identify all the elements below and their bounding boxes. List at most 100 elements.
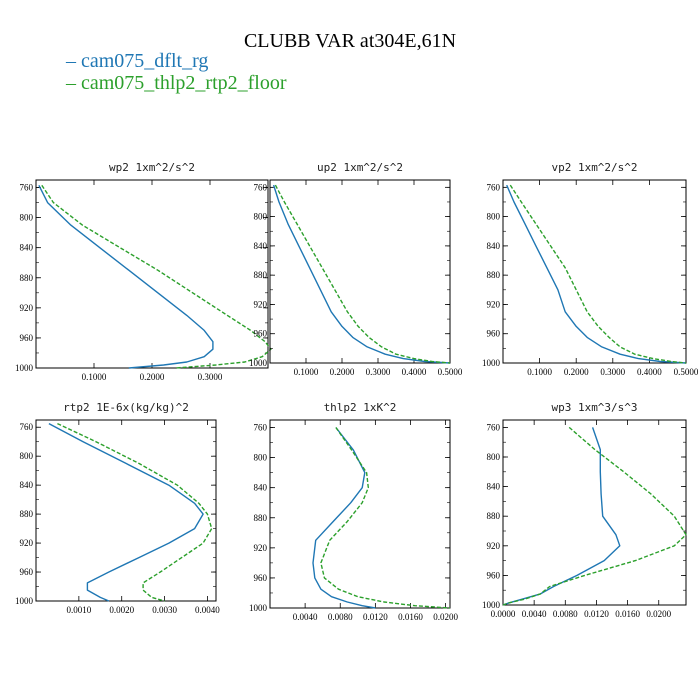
x-tick-label: 0.0020 <box>109 605 134 615</box>
y-tick-label: 800 <box>254 453 268 463</box>
y-tick-label: 920 <box>20 538 34 548</box>
legend-label: cam075_thlp2_rtp2_floor <box>81 72 287 94</box>
plot-frame <box>35 179 269 369</box>
y-tick-label: 920 <box>487 299 501 309</box>
y-tick-label: 960 <box>254 573 268 583</box>
y-tick-label: 960 <box>20 333 34 343</box>
y-tick-label: 920 <box>254 543 268 553</box>
x-tick-label: 0.4000 <box>402 367 427 377</box>
series-line-dflt <box>506 184 687 364</box>
y-tick-label: 840 <box>20 480 34 490</box>
y-tick-label: 800 <box>20 213 34 223</box>
y-tick-label: 880 <box>20 509 34 519</box>
panel-title: wp3 1xm^3/s^3 <box>551 401 637 414</box>
series-line-floor <box>320 427 451 609</box>
series-line-floor <box>41 184 272 369</box>
legend-entry-dflt: – cam075_dflt_rg <box>66 50 208 73</box>
x-tick-label: 0.0200 <box>433 612 458 622</box>
y-tick-label: 840 <box>254 483 268 493</box>
y-tick-label: 960 <box>487 329 501 339</box>
y-tick-label: 800 <box>487 452 501 462</box>
series-line-dflt <box>48 422 204 602</box>
plot-frame <box>502 419 687 606</box>
y-tick-label: 760 <box>254 182 268 192</box>
x-tick-label: 0.0000 <box>491 609 516 619</box>
y-tick-label: 760 <box>487 422 501 432</box>
y-tick-label: 760 <box>20 422 34 432</box>
x-tick-label: 0.0160 <box>615 609 640 619</box>
y-tick-label: 920 <box>20 303 34 313</box>
legend-entry-floor: – cam075_thlp2_rtp2_floor <box>66 72 287 95</box>
y-tick-label: 840 <box>254 241 268 251</box>
y-tick-label: 800 <box>254 212 268 222</box>
plot-frame <box>269 419 451 609</box>
y-tick-label: 880 <box>487 511 501 521</box>
legend-label: cam075_dflt_rg <box>81 50 209 72</box>
x-tick-label: 0.0200 <box>646 609 671 619</box>
panel-title: rtp2 1E-6x(kg/kg)^2 <box>63 401 189 414</box>
x-tick-label: 0.0040 <box>522 609 547 619</box>
series-line-dflt <box>272 184 451 364</box>
panel-title: wp2 1xm^2/s^2 <box>109 161 195 174</box>
y-tick-label: 960 <box>254 329 268 339</box>
y-tick-label: 760 <box>487 182 501 192</box>
x-tick-label: 0.2000 <box>564 367 589 377</box>
x-tick-label: 0.3000 <box>366 367 391 377</box>
y-tick-label: 1000 <box>15 596 34 606</box>
series-line-dflt <box>38 184 214 369</box>
y-tick-label: 920 <box>254 299 268 309</box>
y-tick-label: 800 <box>20 451 34 461</box>
y-tick-label: 960 <box>20 567 34 577</box>
series-line-floor <box>57 422 213 602</box>
y-tick-label: 1000 <box>482 600 501 610</box>
series-line-floor <box>274 184 451 364</box>
panel-6: wp3 1xm^3/s^3 760 800 840 880 920 960 10000.000… <box>482 401 687 619</box>
y-tick-label: 840 <box>487 241 501 251</box>
x-tick-label: 0.0120 <box>363 612 388 622</box>
y-tick-label: 1000 <box>482 358 501 368</box>
y-tick-label: 880 <box>20 273 34 283</box>
series-line-dflt <box>502 427 621 606</box>
y-tick-label: 800 <box>487 212 501 222</box>
y-tick-label: 880 <box>254 513 268 523</box>
x-tick-label: 0.5000 <box>674 367 699 377</box>
x-tick-label: 0.1000 <box>294 367 319 377</box>
panel-title: vp2 1xm^2/s^2 <box>551 161 637 174</box>
x-tick-label: 0.0040 <box>195 605 220 615</box>
x-tick-label: 0.0030 <box>152 605 177 615</box>
panel-4: rtp2 1E-6x(kg/kg)^2 760 800 840 880 920 960 100… <box>15 401 220 615</box>
x-tick-label: 0.0080 <box>553 609 578 619</box>
panel-2: up2 1xm^2/s^2 760 800 840 880 920 960 1000 0.100… <box>249 161 463 377</box>
x-tick-label: 0.0160 <box>398 612 423 622</box>
panel-1: wp2 1xm^2/s^2 760 800 840 880 920 960 1000 0.100… <box>15 161 272 382</box>
x-tick-label: 0.5000 <box>438 367 463 377</box>
x-tick-label: 0.2000 <box>140 372 165 382</box>
legend-dash: – <box>66 50 81 72</box>
plot-frame <box>269 179 451 364</box>
series-line-floor <box>509 184 687 364</box>
series-line-floor <box>502 426 687 606</box>
x-tick-label: 0.3000 <box>198 372 223 382</box>
plot-frame <box>35 419 217 602</box>
x-tick-label: 0.3000 <box>600 367 625 377</box>
panel-title: thlp2 1xK^2 <box>324 401 397 414</box>
x-tick-label: 0.2000 <box>330 367 355 377</box>
x-tick-label: 0.0040 <box>293 612 318 622</box>
y-tick-label: 880 <box>254 270 268 280</box>
panel-5: thlp2 1xK^2 760 800 840 880 920 960 1000 0.0040 0… <box>249 401 458 622</box>
series-line-dflt <box>312 427 376 609</box>
x-tick-label: 0.1000 <box>82 372 107 382</box>
y-tick-label: 960 <box>487 570 501 580</box>
plot-frame <box>502 179 687 364</box>
x-tick-label: 0.4000 <box>637 367 662 377</box>
x-tick-label: 0.0120 <box>584 609 609 619</box>
panel-title: up2 1xm^2/s^2 <box>317 161 403 174</box>
y-tick-label: 760 <box>20 183 34 193</box>
y-tick-label: 920 <box>487 541 501 551</box>
y-tick-label: 760 <box>254 423 268 433</box>
x-tick-label: 0.0080 <box>328 612 353 622</box>
y-tick-label: 1000 <box>15 363 34 373</box>
y-tick-label: 880 <box>487 270 501 280</box>
figure-title: CLUBB VAR at304E,61N <box>243 30 457 52</box>
